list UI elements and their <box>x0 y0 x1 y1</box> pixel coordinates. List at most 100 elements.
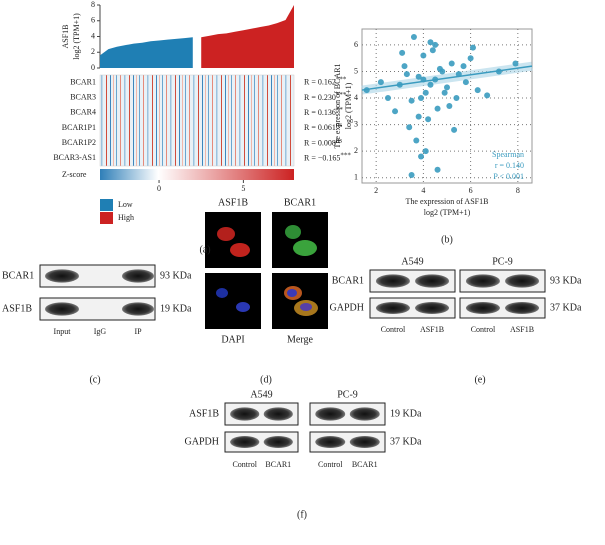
band <box>263 407 293 421</box>
size-label: 93 KDa <box>550 275 582 286</box>
band <box>415 302 450 314</box>
band <box>263 436 293 448</box>
lane-label: Control <box>381 325 406 334</box>
point <box>413 137 420 144</box>
row-label: BCAR1 <box>2 270 34 281</box>
annotation: P < 0.001 <box>493 172 524 181</box>
cell-line: PC-9 <box>492 256 513 267</box>
band <box>45 302 79 316</box>
band <box>230 407 260 421</box>
point <box>399 49 406 56</box>
point <box>427 81 434 88</box>
axis-label: The expression of BCAR1 <box>333 63 342 148</box>
band <box>122 269 154 283</box>
point <box>415 113 422 120</box>
legend-swatch <box>100 199 113 211</box>
caption: (c) <box>89 374 100 385</box>
colorbar-label: Z-score <box>62 170 87 179</box>
band <box>315 407 346 421</box>
lane-label: ASF1B <box>420 325 444 334</box>
point <box>444 84 450 91</box>
tick-label: 2 <box>354 146 358 155</box>
point <box>469 44 476 51</box>
r-value: R = 0.162 <box>304 77 336 86</box>
point <box>392 108 399 115</box>
point <box>408 172 415 179</box>
caption: (d) <box>260 374 272 385</box>
point <box>422 148 429 155</box>
row-label: GAPDH <box>330 302 364 313</box>
tick-label: 4 <box>354 93 358 102</box>
axis-label: log2 (TPM+1) <box>344 82 353 129</box>
significance: *** <box>336 75 347 83</box>
label: BCAR1 <box>284 197 316 208</box>
band <box>122 302 154 316</box>
fit-line <box>361 65 533 91</box>
row-label: BCAR1 <box>70 77 96 86</box>
tick-label: 8 <box>91 0 95 9</box>
row-label: BCAR4 <box>70 108 96 117</box>
point <box>436 65 443 72</box>
point <box>401 63 408 70</box>
point <box>403 71 410 78</box>
heatmap <box>99 74 295 167</box>
point <box>408 97 415 104</box>
significance: *** <box>336 90 347 98</box>
point <box>425 116 432 123</box>
tick-label: 4 <box>91 31 95 40</box>
tick-label: 0 <box>157 184 161 193</box>
annotation: Spearman <box>492 150 524 159</box>
label: DAPI <box>221 334 244 345</box>
band <box>45 269 79 283</box>
band <box>465 302 500 314</box>
point <box>434 166 441 173</box>
tick-label: 4 <box>421 186 425 195</box>
tick-label: 3 <box>354 119 358 128</box>
size-label: 19 KDa <box>390 408 422 419</box>
point <box>406 124 413 131</box>
point <box>422 89 429 96</box>
caption: (e) <box>474 374 485 385</box>
row-label: ASF1B <box>2 303 32 314</box>
lane-label: Control <box>471 325 496 334</box>
r-value: R = −0.165 <box>304 153 340 162</box>
correlation: R = 0.162*** <box>304 75 347 86</box>
significance: ns <box>336 121 343 129</box>
legend-label: Low <box>118 200 133 209</box>
area <box>201 5 294 68</box>
axis-label: ASF1B <box>61 24 70 48</box>
caption: (a) <box>199 244 210 255</box>
size-label: 93 KDa <box>160 270 192 281</box>
label: ASF1B <box>218 197 248 208</box>
tick-label: 1 <box>354 173 358 182</box>
point <box>446 103 453 109</box>
lane-label: Input <box>54 327 72 336</box>
lane-label: IgG <box>94 327 107 336</box>
cell-line: A549 <box>401 256 423 267</box>
r-value: R = 0.136 <box>304 108 336 117</box>
size-label: 37 KDa <box>390 436 422 447</box>
point <box>432 41 439 48</box>
size-label: 37 KDa <box>550 302 582 313</box>
point <box>410 33 417 40</box>
point <box>415 73 422 80</box>
point <box>451 126 458 133</box>
legend-label: High <box>118 213 134 222</box>
significance: ns <box>336 136 343 144</box>
significance: *** <box>340 151 351 159</box>
size-label: 19 KDa <box>160 303 192 314</box>
correlation: R = 0.061ns <box>304 121 342 132</box>
tick-label: 2 <box>374 186 378 195</box>
band <box>505 274 540 288</box>
lane-label: BCAR1 <box>352 460 378 469</box>
band <box>230 436 260 448</box>
tick-label: 5 <box>354 66 358 75</box>
row-label: BCAR1P2 <box>62 138 96 147</box>
cell-line: PC-9 <box>337 389 358 400</box>
r-value: R = 0.061 <box>304 123 336 132</box>
microscopy <box>205 212 328 329</box>
point <box>512 60 519 67</box>
point <box>434 105 441 112</box>
annotation: r = 0.140 <box>495 161 524 170</box>
